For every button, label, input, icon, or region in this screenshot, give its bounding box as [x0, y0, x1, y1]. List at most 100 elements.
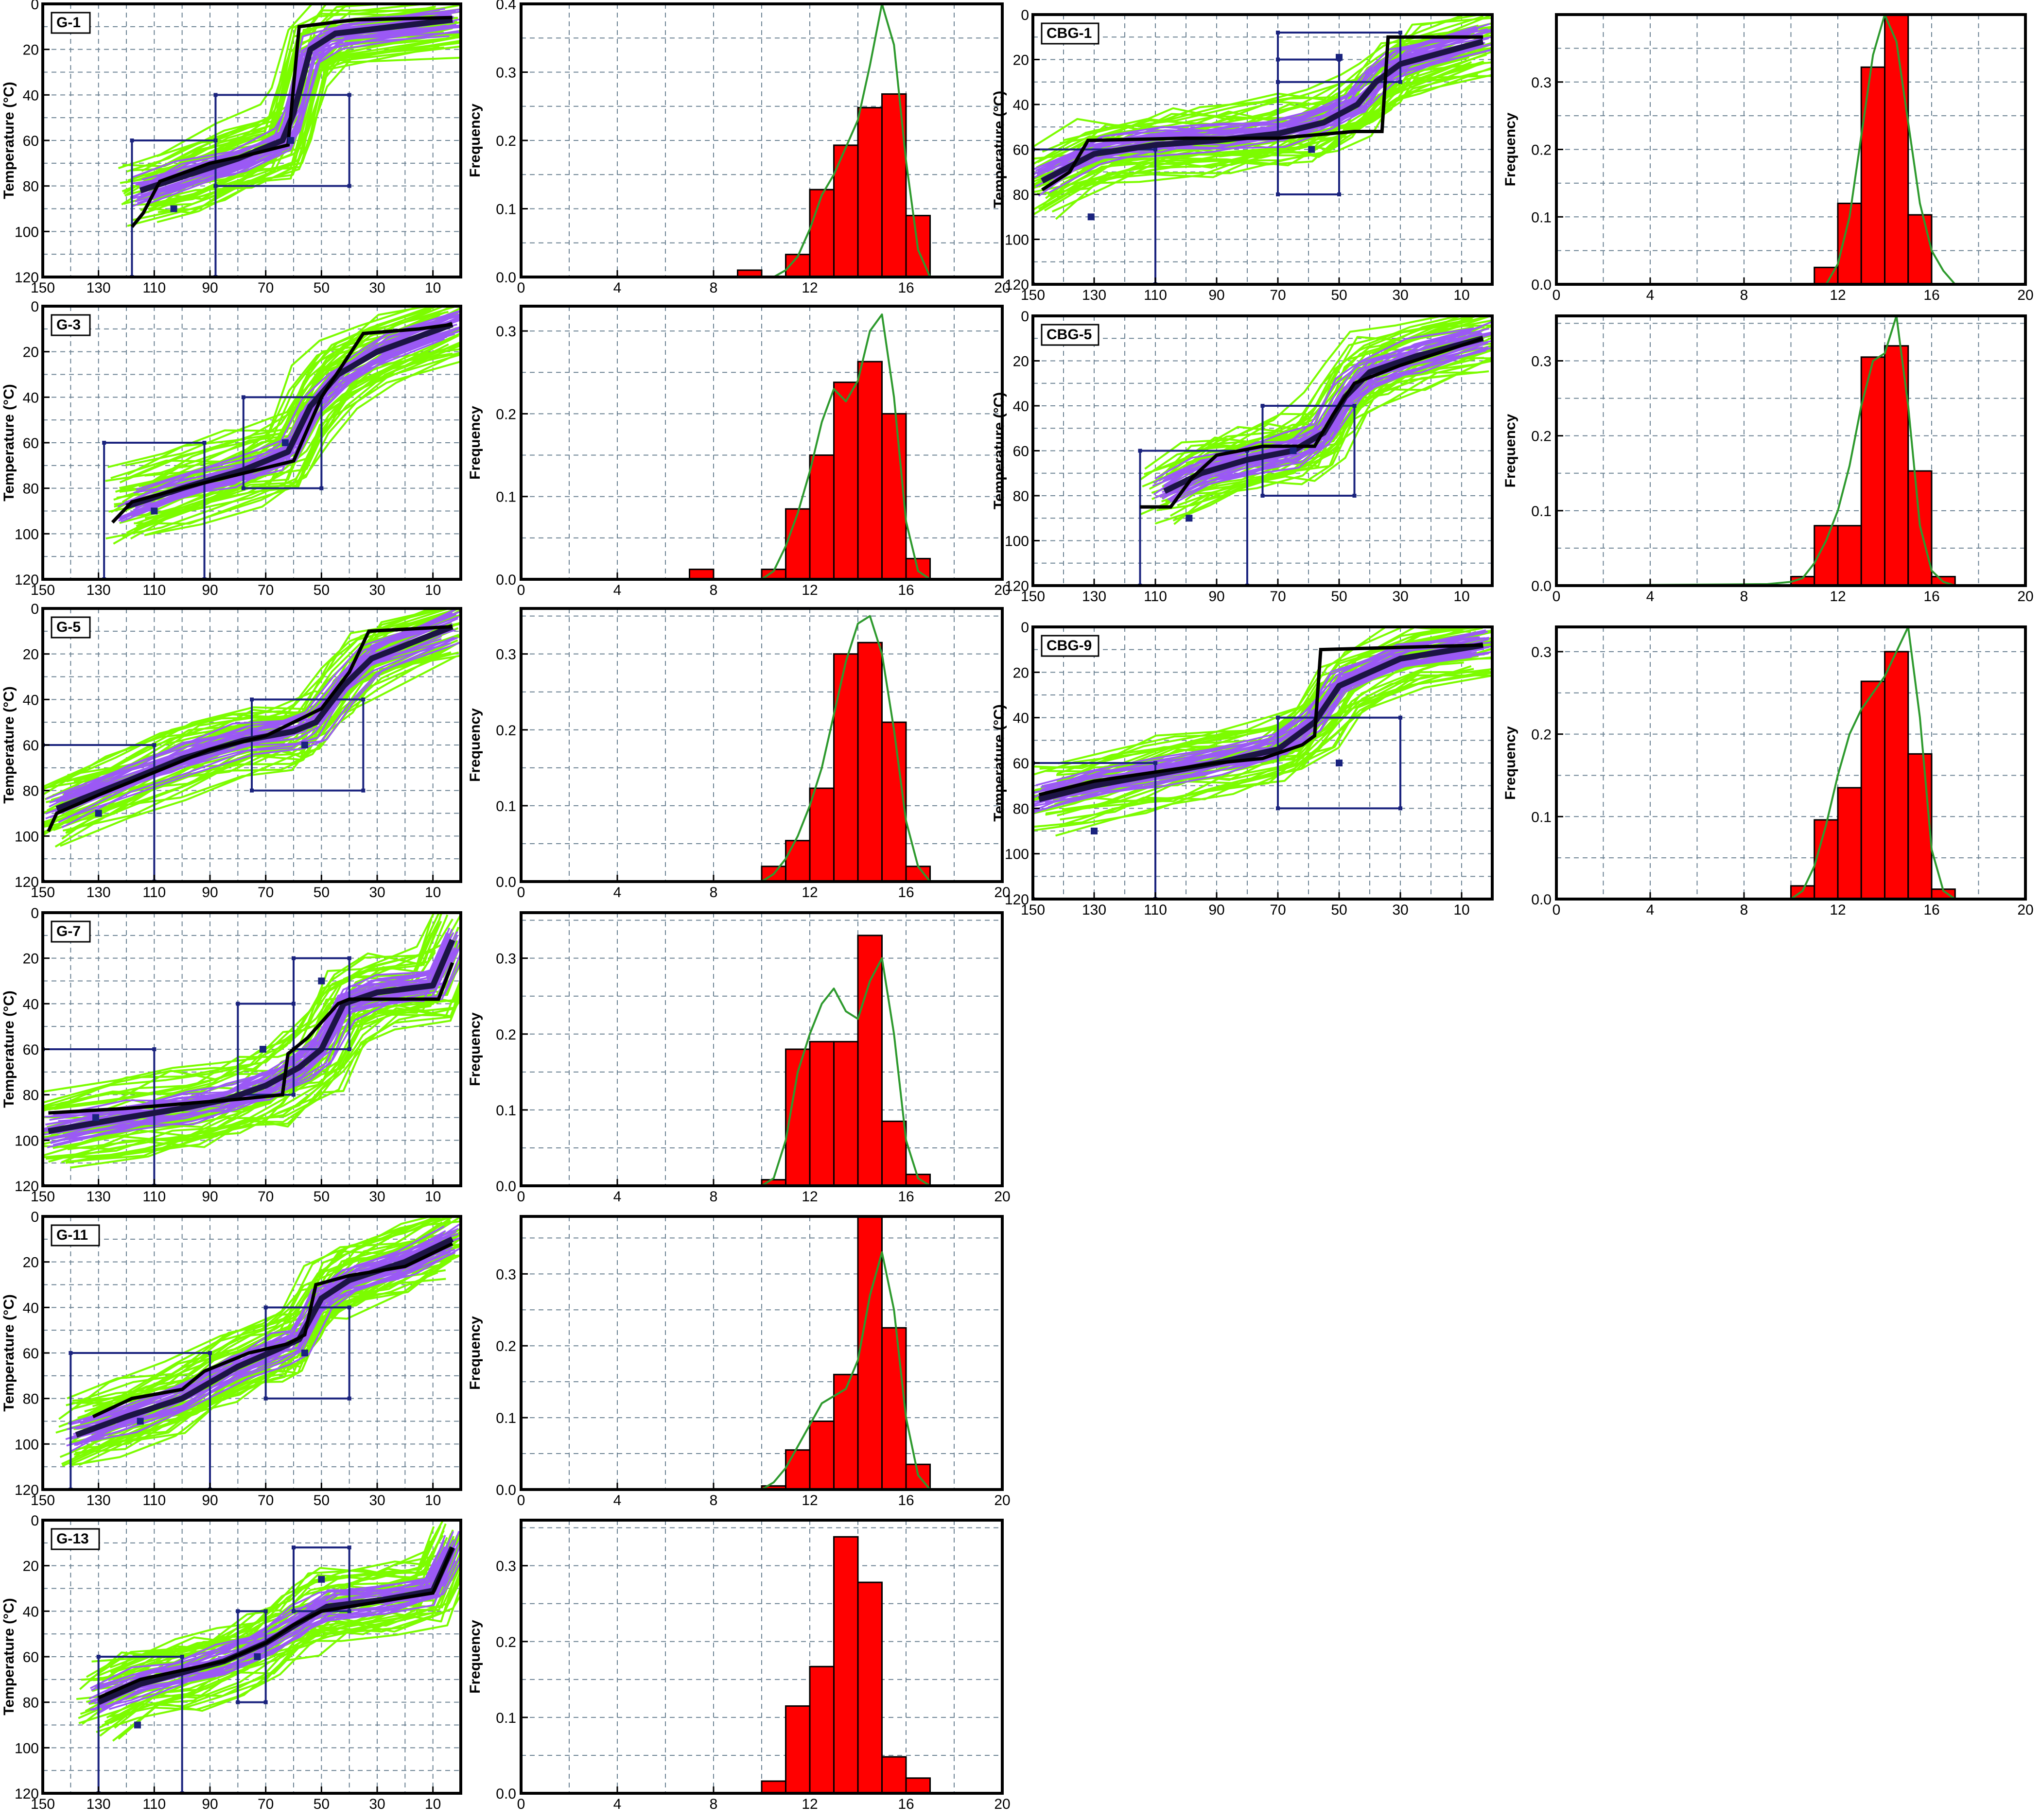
x-tick-label: 110: [1144, 287, 1167, 303]
constraint-box: [1261, 405, 1356, 497]
x-tick-label: 4: [1646, 287, 1655, 303]
y-axis-label: Frequency: [467, 406, 483, 480]
x-tick-label: 20: [2017, 287, 2033, 303]
y-tick-label: 80: [23, 1695, 39, 1711]
best-fit-path-line: [1041, 35, 1483, 191]
panel-label-text: CBG-1: [1047, 25, 1092, 41]
x-tick-label: 12: [802, 884, 818, 901]
acceptable-path: [1173, 356, 1492, 525]
histogram-bar: [833, 653, 859, 883]
y-tick-label: 40: [23, 1604, 39, 1620]
good-path: [58, 636, 455, 823]
constraint-box-corner: [263, 1700, 268, 1704]
histogram-bar: [785, 840, 811, 883]
x-tick-label: 90: [1208, 902, 1224, 918]
constraint-box-corner: [1398, 80, 1402, 84]
histogram-bar: [881, 721, 907, 883]
acceptable-path: [1172, 358, 1492, 522]
y-tick-label: 0.2: [496, 1338, 516, 1354]
constraint-box-corner: [292, 1545, 296, 1550]
expected-path-line: [48, 938, 455, 1134]
good-path: [1046, 28, 1488, 173]
histogram-bar: [881, 413, 907, 580]
acceptable-path: [1060, 656, 1492, 801]
constraint-box-corner: [241, 395, 245, 399]
best-fit-path-line: [130, 16, 453, 228]
x-tick-label: 8: [1740, 902, 1748, 918]
y-tick-label: 0.2: [496, 406, 516, 422]
constraint-box-corner: [347, 1396, 351, 1401]
y-tick-label: 0: [31, 299, 39, 315]
good-path: [1033, 637, 1472, 799]
acceptable-path: [70, 1278, 446, 1467]
acceptable-path: [127, 46, 440, 227]
x-tick-label: 8: [1740, 287, 1748, 303]
x-tick-label: 8: [710, 884, 718, 901]
histogram-bar: [833, 1040, 859, 1187]
x-tick-label: 0: [517, 1189, 525, 1205]
y-tick-label: 0.3: [1531, 75, 1552, 91]
plot-frame: [1555, 314, 2027, 587]
y-tick-label: 60: [23, 133, 39, 149]
constraint-box: [131, 139, 217, 277]
y-tick-label: 0.2: [496, 133, 516, 149]
constraint-box-corner: [208, 1351, 212, 1355]
acceptable-path: [48, 919, 454, 1111]
y-tick-label: 40: [23, 692, 39, 708]
constraint-box-corner: [1398, 31, 1402, 35]
histogram-bar: [785, 508, 811, 580]
x-tick-label: 16: [1923, 287, 1939, 303]
panel-label: G-3: [51, 314, 91, 336]
y-axis-label: Frequency: [1502, 726, 1518, 800]
x-tick-label: 130: [1082, 287, 1106, 303]
y-tick-label: 80: [1013, 187, 1029, 203]
data-point-marker: [1087, 213, 1095, 221]
constraint-box-corner: [292, 956, 296, 960]
constraint-box-corner: [361, 788, 366, 793]
y-tick-label: 100: [15, 1437, 39, 1453]
good-path: [101, 1560, 456, 1710]
y-tick-label: 20: [1013, 354, 1029, 370]
histogram-bar: [1860, 66, 1885, 285]
x-tick-label: 12: [802, 582, 818, 598]
constraint-box: [70, 1352, 211, 1490]
panel-label: G-7: [51, 920, 91, 943]
frequency-histogram-CBG-9: 0.0 0.1 0.2 0.3 0 4 8 12 16 20 Frequency: [1502, 625, 2034, 918]
x-tick-label: 12: [802, 1796, 818, 1812]
y-tick-label: 80: [23, 179, 39, 195]
y-tick-label: 0.1: [1531, 809, 1552, 825]
x-tick-label: 4: [613, 1796, 622, 1812]
constraint-box-corner: [1337, 192, 1341, 196]
histogram-bars: [761, 935, 931, 1187]
y-tick-label: 60: [23, 1346, 39, 1362]
panel-label: CBG-5: [1041, 324, 1099, 346]
x-tick-label: 70: [258, 582, 274, 598]
x-tick-label: 20: [994, 1796, 1010, 1812]
y-tick-label: 0: [1021, 620, 1029, 636]
x-tick-label: 70: [258, 884, 274, 901]
y-tick-label: 80: [1013, 801, 1029, 817]
y-tick-label: 0.3: [496, 951, 516, 967]
y-tick-label: 60: [1013, 142, 1029, 158]
histogram-bar: [905, 1777, 931, 1794]
grid-lines: [521, 1520, 1002, 1793]
x-tick-label: 110: [142, 1492, 166, 1508]
y-tick-label: 0.3: [496, 324, 516, 340]
acceptable-path: [1144, 316, 1447, 470]
data-point-marker: [1186, 515, 1193, 522]
x-tick-label: 12: [802, 280, 818, 296]
good-path: [53, 931, 458, 1116]
acceptable-path: [72, 1216, 435, 1402]
x-tick-label: 10: [425, 582, 441, 598]
x-tick-label: 20: [994, 280, 1010, 296]
panel-label-box: [51, 920, 91, 943]
x-tick-label: 0: [517, 1796, 525, 1812]
y-tick-label: 0.0: [496, 572, 516, 588]
histogram-bar: [857, 641, 883, 883]
x-tick-label: 10: [1453, 902, 1469, 918]
best-fit-path-line: [1140, 336, 1484, 509]
acceptable-path: [52, 652, 450, 832]
histogram-bar: [881, 1327, 907, 1491]
